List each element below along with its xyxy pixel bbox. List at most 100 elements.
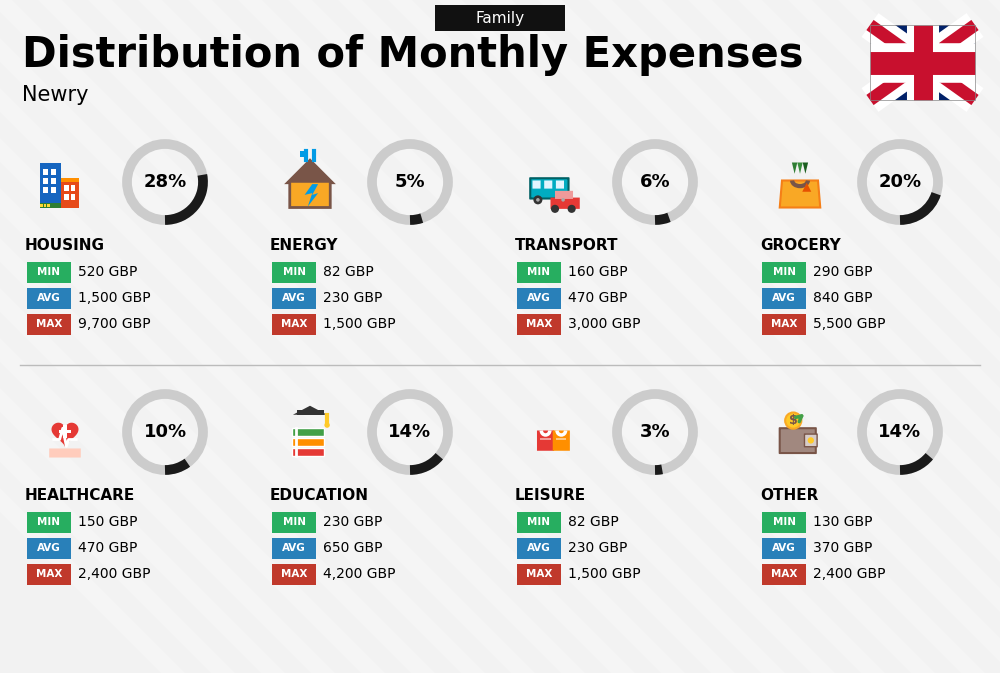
Text: 5,500 GBP: 5,500 GBP: [813, 317, 886, 331]
Text: 82 GBP: 82 GBP: [568, 515, 619, 529]
Text: $: $: [789, 414, 798, 427]
FancyBboxPatch shape: [292, 448, 324, 456]
FancyBboxPatch shape: [555, 191, 573, 199]
Text: 3%: 3%: [640, 423, 670, 441]
Text: AVG: AVG: [37, 293, 61, 303]
FancyBboxPatch shape: [762, 563, 806, 584]
Text: MAX: MAX: [771, 569, 797, 579]
Text: 14%: 14%: [878, 423, 922, 441]
Text: MIN: MIN: [772, 267, 796, 277]
Text: AVG: AVG: [282, 543, 306, 553]
Bar: [64, 186, 69, 191]
Text: EDUCATION: EDUCATION: [270, 487, 369, 503]
Text: 290 GBP: 290 GBP: [813, 265, 872, 279]
FancyBboxPatch shape: [27, 538, 71, 559]
Bar: [40, 203, 60, 207]
Bar: [40, 204, 42, 207]
Text: AVG: AVG: [37, 543, 61, 553]
Bar: [42, 169, 48, 175]
Bar: [51, 169, 56, 175]
Bar: [42, 187, 48, 192]
Text: GROCERY: GROCERY: [760, 238, 841, 252]
Text: HOUSING: HOUSING: [25, 238, 105, 252]
Text: MIN: MIN: [528, 267, 550, 277]
Text: MIN: MIN: [38, 517, 60, 527]
FancyBboxPatch shape: [272, 511, 316, 532]
Text: 470 GBP: 470 GBP: [78, 541, 137, 555]
Text: MAX: MAX: [281, 319, 307, 329]
Bar: [51, 178, 56, 184]
Circle shape: [533, 195, 542, 205]
Text: AVG: AVG: [772, 293, 796, 303]
Bar: [51, 187, 56, 192]
FancyBboxPatch shape: [530, 178, 569, 199]
Text: HEALTHCARE: HEALTHCARE: [25, 487, 135, 503]
Text: 1,500 GBP: 1,500 GBP: [568, 567, 641, 581]
Polygon shape: [288, 160, 332, 183]
Text: MIN: MIN: [283, 517, 306, 527]
Polygon shape: [305, 184, 318, 207]
Polygon shape: [293, 406, 327, 415]
Text: 82 GBP: 82 GBP: [323, 265, 374, 279]
Bar: [61, 178, 79, 182]
Circle shape: [785, 413, 801, 429]
Polygon shape: [52, 423, 78, 447]
FancyBboxPatch shape: [27, 511, 71, 532]
FancyBboxPatch shape: [517, 563, 561, 584]
FancyBboxPatch shape: [762, 538, 806, 559]
Text: ENERGY: ENERGY: [270, 238, 338, 252]
Circle shape: [551, 205, 559, 213]
FancyBboxPatch shape: [762, 314, 806, 334]
Text: MAX: MAX: [36, 319, 62, 329]
Text: MIN: MIN: [528, 517, 550, 527]
Polygon shape: [792, 162, 797, 174]
Text: 14%: 14%: [388, 423, 432, 441]
FancyBboxPatch shape: [272, 287, 316, 308]
Text: 28%: 28%: [143, 173, 187, 191]
Polygon shape: [802, 183, 811, 192]
Text: MAX: MAX: [281, 569, 307, 579]
FancyBboxPatch shape: [517, 287, 561, 308]
FancyBboxPatch shape: [517, 314, 561, 334]
Text: Family: Family: [475, 11, 525, 26]
FancyBboxPatch shape: [27, 287, 71, 308]
Text: 160 GBP: 160 GBP: [568, 265, 628, 279]
FancyBboxPatch shape: [27, 262, 71, 283]
FancyBboxPatch shape: [49, 448, 81, 458]
Text: 840 GBP: 840 GBP: [813, 291, 872, 305]
FancyBboxPatch shape: [556, 180, 564, 188]
FancyBboxPatch shape: [804, 434, 817, 447]
FancyBboxPatch shape: [292, 437, 324, 446]
Text: MIN: MIN: [772, 517, 796, 527]
Text: MAX: MAX: [36, 569, 62, 579]
Bar: [64, 194, 69, 200]
Text: 130 GBP: 130 GBP: [813, 515, 872, 529]
Text: 9,700 GBP: 9,700 GBP: [78, 317, 151, 331]
Text: 1,500 GBP: 1,500 GBP: [78, 291, 151, 305]
FancyBboxPatch shape: [870, 25, 975, 100]
Bar: [61, 180, 79, 207]
FancyBboxPatch shape: [435, 5, 565, 31]
Bar: [556, 437, 566, 440]
Circle shape: [561, 198, 565, 202]
Bar: [296, 411, 324, 415]
FancyBboxPatch shape: [544, 180, 552, 188]
FancyBboxPatch shape: [517, 262, 561, 283]
FancyBboxPatch shape: [272, 538, 316, 559]
Bar: [42, 178, 48, 184]
Text: 3,000 GBP: 3,000 GBP: [568, 317, 640, 331]
FancyBboxPatch shape: [550, 198, 580, 209]
Text: AVG: AVG: [527, 293, 551, 303]
Text: AVG: AVG: [772, 543, 796, 553]
Circle shape: [324, 423, 330, 428]
Text: TRANSPORT: TRANSPORT: [515, 238, 618, 252]
Polygon shape: [803, 162, 808, 174]
FancyBboxPatch shape: [517, 538, 561, 559]
Circle shape: [559, 195, 568, 205]
Text: MIN: MIN: [283, 267, 306, 277]
Bar: [59, 429, 71, 433]
Polygon shape: [797, 162, 803, 174]
FancyBboxPatch shape: [532, 180, 541, 188]
FancyBboxPatch shape: [272, 563, 316, 584]
FancyBboxPatch shape: [272, 262, 316, 283]
